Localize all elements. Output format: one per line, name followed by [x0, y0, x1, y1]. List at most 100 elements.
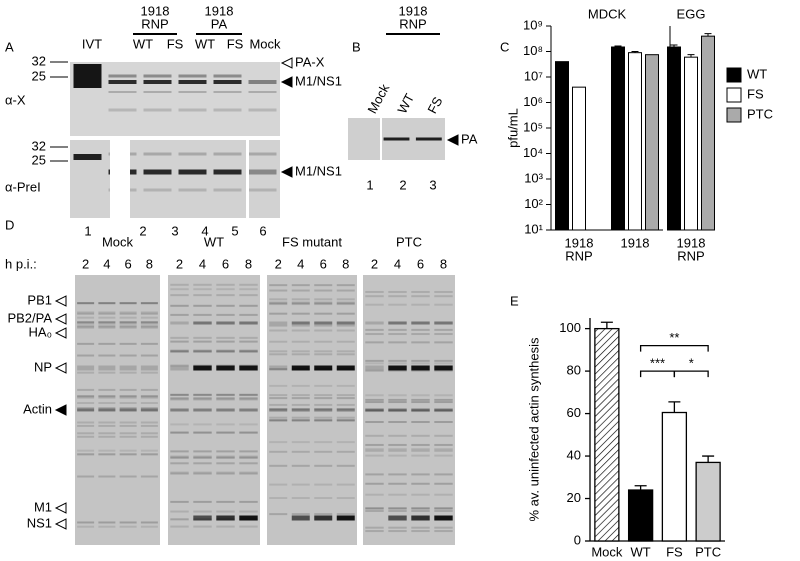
gel-band: [170, 472, 189, 475]
gel-band: [269, 464, 288, 467]
time-point: 6: [417, 256, 424, 271]
y-tick-label: 10⁴: [523, 145, 543, 160]
gel-band: [119, 311, 137, 314]
gel-band: [170, 336, 189, 339]
legend-swatch: [726, 87, 742, 103]
time-point: 8: [440, 256, 447, 271]
gel-band: [140, 521, 158, 524]
gel-band: [336, 513, 355, 516]
x-tick-label: FS: [666, 544, 683, 559]
gel-band: [434, 443, 453, 446]
gel-band: [411, 394, 430, 397]
gel-band: [336, 464, 355, 467]
lane-header: Mock: [364, 81, 392, 116]
significance-bracket: [673, 370, 709, 378]
gel-image: [168, 275, 260, 545]
gel-band: [269, 284, 288, 287]
gel-band: [388, 443, 407, 446]
gel-band: [269, 483, 288, 486]
time-point: 8: [342, 256, 349, 271]
bar: [555, 61, 569, 231]
lane-header: FS: [227, 36, 244, 51]
gel-band: [336, 394, 355, 397]
gel-band: [140, 421, 158, 424]
gel-band: [291, 403, 310, 406]
gel-band: [291, 384, 310, 387]
gel-band: [98, 525, 116, 528]
bar: [667, 46, 681, 231]
time-point: 6: [320, 256, 327, 271]
gel-band: [336, 301, 355, 304]
gel-band: [77, 325, 95, 328]
gel-band: [216, 321, 235, 325]
gel-band: [383, 137, 410, 141]
gel-band: [269, 302, 288, 305]
gel-band: [314, 340, 333, 343]
gel-band: [143, 80, 172, 84]
gel-band: [291, 407, 310, 410]
gel-band: [434, 482, 453, 485]
gel-band: [77, 525, 95, 528]
gel-band: [434, 303, 453, 306]
gel-band: [239, 294, 258, 297]
y-tick-label: 60: [567, 405, 581, 420]
gel-band: [213, 169, 242, 175]
gel-band: [248, 152, 277, 156]
gel-band: [193, 398, 212, 401]
legend-label: PTC: [747, 106, 773, 121]
gel-band: [411, 303, 430, 306]
gel-band: [216, 408, 235, 412]
gel-band: [193, 393, 212, 396]
gel-band: [314, 464, 333, 467]
gel-band: [434, 410, 453, 413]
gel-band: [269, 418, 288, 421]
time-point: 8: [146, 256, 153, 271]
error-bar: [704, 33, 712, 37]
gel-band: [108, 74, 137, 78]
gel-band: [239, 336, 258, 339]
band-arrow: [54, 327, 67, 339]
gel-band: [98, 395, 116, 398]
gel-band: [365, 321, 384, 325]
gel-band: [178, 152, 207, 156]
gel-band: [119, 402, 137, 405]
gel-band: [434, 408, 453, 411]
gel-band: [269, 450, 288, 453]
time-point: 4: [199, 256, 206, 271]
gel-band: [170, 408, 189, 412]
gel-band: [170, 364, 189, 367]
gel-band: [119, 354, 137, 357]
gel-band: [143, 74, 172, 78]
gel-band: [193, 321, 212, 325]
gel-band: [193, 423, 212, 426]
gel-band: [291, 350, 310, 353]
gel-band: [388, 450, 407, 453]
gel-band: [98, 407, 116, 410]
gel-band: [434, 341, 453, 344]
gel-band: [415, 137, 442, 141]
gel-band: [388, 493, 407, 496]
gel-band: [336, 312, 355, 315]
gel-band: [77, 453, 95, 456]
gel-band: [98, 316, 116, 319]
gel-band: [193, 525, 212, 528]
gel-band: [239, 456, 258, 459]
gel-band: [269, 368, 288, 371]
gel-band: [388, 473, 407, 476]
gel-band: [108, 80, 137, 84]
error-bar: [668, 401, 681, 413]
gel-band: [216, 313, 235, 316]
gel-band: [140, 432, 158, 435]
gel-band: [77, 316, 95, 319]
gel-band: [269, 407, 288, 410]
gel-band: [119, 312, 137, 315]
gel-band: [314, 302, 333, 305]
gel-band: [213, 108, 242, 112]
gel-band: [411, 482, 430, 485]
band-label: PA-X: [295, 54, 325, 69]
gel-band: [365, 408, 384, 411]
gel-band: [213, 80, 242, 84]
gel-band: [388, 394, 407, 397]
significance-label: *: [689, 356, 694, 371]
gel-band: [140, 388, 158, 391]
